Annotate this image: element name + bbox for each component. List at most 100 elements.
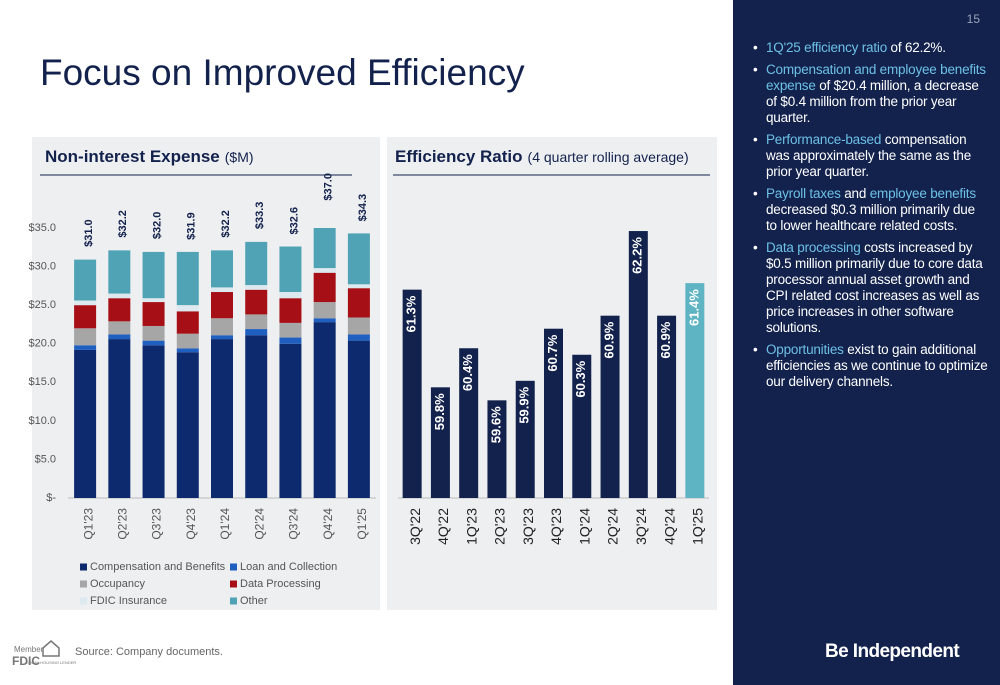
bar — [600, 315, 620, 498]
bullet-text: of $20.4 million, a decrease of $0.4 mil… — [766, 78, 979, 125]
x-tick-label: 3Q'22 — [407, 508, 423, 545]
highlight-text: employee benefits — [869, 186, 976, 201]
x-tick-label: 1Q'25 — [690, 508, 706, 545]
bullet: Payroll taxes and employee benefits decr… — [753, 186, 988, 234]
bar-segment — [347, 317, 370, 335]
legend-label: FDIC Insurance — [90, 595, 167, 607]
bar-segment — [313, 228, 336, 269]
bar-segment — [347, 288, 370, 318]
bar-segment — [142, 298, 165, 303]
x-tick-label: Q1'25 — [355, 508, 369, 540]
y-tick-label: $10.0 — [28, 415, 56, 427]
bullet-text: of 62.2%. — [887, 40, 946, 55]
x-tick-label: 2Q'23 — [492, 508, 508, 545]
fdic-text: FDIC — [12, 654, 40, 668]
bar-segment — [279, 337, 302, 344]
highlight-text: Opportunities — [766, 342, 844, 357]
bar-segment — [211, 335, 233, 340]
chart-title-note: ($M) — [225, 149, 254, 165]
bullet: Compensation and employee benefits expen… — [753, 62, 988, 126]
bar-segment — [176, 305, 199, 312]
bar — [544, 328, 563, 498]
bar-segment — [347, 233, 370, 285]
value-label: 59.8% — [432, 393, 447, 430]
source-note: Source: Company documents. — [75, 646, 223, 658]
housing-icon — [42, 640, 60, 657]
legend-swatch — [80, 597, 87, 605]
total-label: $32.6 — [288, 207, 300, 235]
x-tick-label: 4Q'22 — [435, 508, 451, 545]
bar-segment — [108, 250, 131, 294]
bar-segment — [279, 298, 302, 323]
y-tick-label: $15.0 — [28, 376, 56, 388]
value-label: 59.9% — [517, 386, 532, 423]
bar-segment — [347, 340, 370, 498]
value-label: 60.9% — [601, 321, 616, 358]
bar-segment — [142, 345, 165, 498]
bar-segment — [74, 259, 97, 301]
bar-segment — [74, 300, 97, 306]
x-tick-label: 3Q'24 — [633, 508, 649, 545]
legend-label: Loan and Collection — [240, 561, 337, 573]
bar — [572, 354, 592, 498]
bullet-text: and — [840, 186, 870, 201]
bar — [430, 387, 450, 498]
y-tick-label: $5.0 — [35, 453, 56, 465]
chart-heading: Non-interest Expense ($M) — [45, 147, 254, 166]
chart-heading: Efficiency Ratio (4 quarter rolling avera… — [395, 147, 689, 166]
bullet-text: compensation was approximately the same … — [766, 132, 972, 179]
legend-label: Compensation and Benefits — [90, 561, 226, 573]
bar-segment — [108, 334, 131, 340]
bar-segment — [211, 339, 233, 498]
bar-segment — [313, 268, 336, 273]
total-label: $31.0 — [83, 219, 95, 247]
x-tick-label: Q1'23 — [81, 508, 95, 540]
bar — [459, 348, 479, 498]
bar — [487, 400, 507, 498]
legend-label: Data Processing — [240, 578, 321, 590]
summary-panel: 15 1Q'25 efficiency ratio of 62.2%. Compe… — [733, 0, 1000, 685]
legend-swatch — [230, 580, 237, 588]
bar-segment — [245, 329, 268, 336]
slide-canvas: Focus on Improved Efficiency Non-interes… — [12, 52, 717, 668]
bar-segment — [176, 311, 199, 334]
value-label: 60.9% — [658, 321, 673, 358]
bullet-text: exist to gain additional efficiencies as… — [766, 342, 988, 389]
slide-title: Focus on Improved Efficiency — [40, 52, 525, 93]
total-label: $32.2 — [117, 210, 129, 238]
bar-segment — [108, 321, 131, 335]
y-tick-label: $20.0 — [28, 338, 56, 350]
x-tick-label: Q2'23 — [116, 508, 130, 540]
highlight-text: Performance-based — [766, 132, 882, 147]
value-label: 61.4% — [686, 289, 701, 326]
bar-segment — [108, 298, 131, 322]
fdic-logo: Member FDIC EQUAL HOUSING LENDER — [12, 640, 76, 668]
x-tick-label: 4Q'23 — [548, 508, 564, 545]
bar-segment — [142, 302, 165, 326]
total-label: $33.3 — [254, 202, 266, 230]
y-tick-label: $30.0 — [28, 260, 56, 272]
bar-segment — [176, 352, 199, 498]
bullet-text: costs increased by $0.5 million primaril… — [766, 240, 983, 335]
bar-segment — [313, 272, 336, 303]
bullet-text: decreased $0.3 million primarily due to … — [766, 202, 975, 233]
bar-segment — [74, 349, 97, 498]
bar-segment — [74, 345, 97, 350]
y-tick-label: $35.0 — [28, 222, 56, 234]
bar-segment — [245, 241, 268, 286]
bar-segment — [245, 285, 268, 290]
bar-segment — [279, 343, 302, 498]
bar-segment — [313, 302, 336, 319]
bar-segment — [176, 333, 199, 349]
bar-segment — [176, 251, 199, 306]
bar-segment — [142, 325, 165, 341]
bar — [515, 380, 535, 498]
bar-segment — [74, 328, 97, 346]
x-tick-label: 2Q'24 — [605, 508, 621, 545]
total-label: $37.0 — [323, 173, 335, 201]
highlight-text: Payroll taxes — [766, 186, 841, 201]
value-label: 61.3% — [404, 295, 419, 332]
bullet: Performance-based compensation was appro… — [753, 132, 988, 180]
x-tick-label: 4Q'24 — [661, 508, 677, 545]
value-label: 60.4% — [460, 354, 475, 391]
